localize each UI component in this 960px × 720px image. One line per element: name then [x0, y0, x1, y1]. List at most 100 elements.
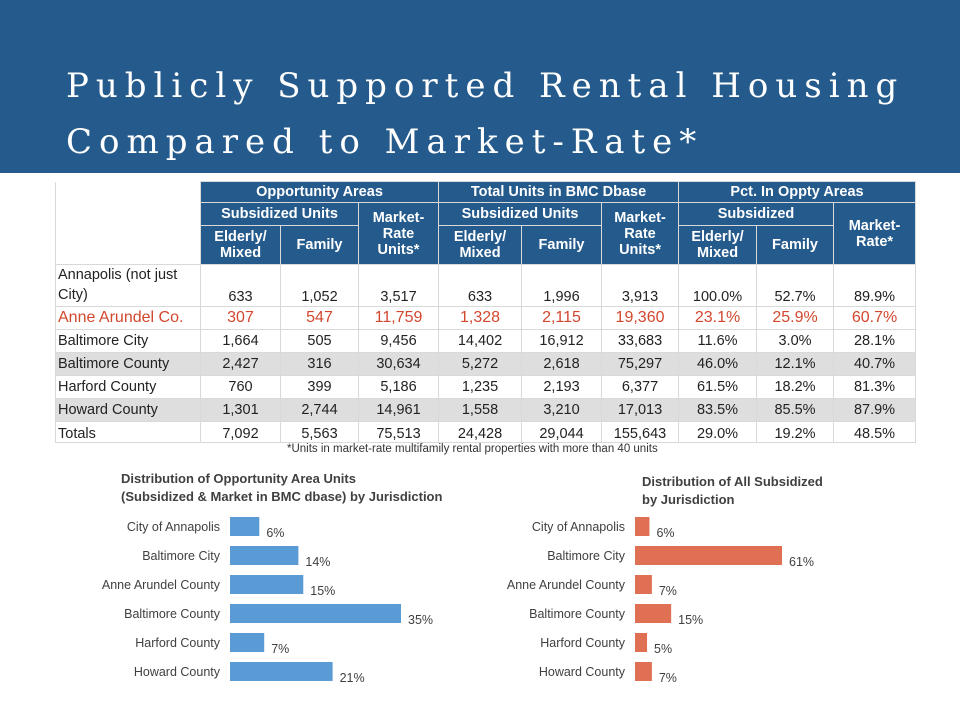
row-label: Baltimore County	[55, 352, 201, 376]
sub-header: Market-Rate*	[833, 202, 917, 265]
bar	[635, 662, 652, 681]
table-cell: 75,297	[601, 352, 680, 376]
leaf-header: Family	[521, 225, 603, 265]
bar	[635, 633, 648, 652]
data-label: 5%	[654, 642, 672, 656]
row-label: Harford County	[55, 375, 201, 399]
table-cell: 1,664	[200, 329, 281, 353]
table-cell: 1,301	[200, 398, 281, 422]
table-cell: 75,513	[357, 421, 440, 443]
table-cell: 89.9%	[833, 264, 917, 307]
data-label: 6%	[266, 526, 284, 540]
bar	[230, 546, 299, 565]
table-cell: 11,759	[357, 306, 440, 330]
bar	[230, 662, 333, 681]
table-cell: 399	[280, 375, 359, 399]
housing-data-table: Opportunity Areas Total Units in BMC Dba…	[55, 181, 917, 443]
row-label: Annapolis (not just City)	[55, 264, 201, 307]
data-label: 14%	[305, 555, 330, 569]
chart-1-title-line-1: Distribution of Opportunity Area Units	[121, 471, 356, 486]
table-cell: 1,558	[438, 398, 523, 422]
chart-1-title: Distribution of Opportunity Area Units (…	[121, 470, 442, 506]
table-cell: 24,428	[438, 421, 523, 443]
category-label: Anne Arundel County	[102, 578, 221, 592]
table-cell: 14,961	[357, 398, 440, 422]
page-title-line-2: Compared to Market-Rate*	[66, 122, 704, 162]
leaf-header: Elderly/ Mixed	[678, 225, 758, 265]
table-cell: 633	[438, 264, 523, 307]
bar	[230, 604, 401, 623]
table-cell: 1,328	[438, 306, 523, 330]
leaf-header: Elderly/ Mixed	[438, 225, 523, 265]
footnote: *Units in market-rate multifamily rental…	[287, 443, 658, 455]
table-cell: 3,913	[601, 264, 680, 307]
table-row: Baltimore County 2,427 316 30,634 5,272 2,618…	[55, 352, 917, 376]
sub-header: Subsidized Units	[200, 202, 359, 226]
category-label: Baltimore County	[124, 607, 221, 621]
table-row: Annapolis (not just City) 633 1,052 3,517 63…	[55, 264, 917, 307]
data-label: 7%	[659, 671, 677, 685]
category-label: Anne Arundel County	[507, 578, 626, 592]
data-label: 21%	[340, 671, 365, 685]
table-cell: 1,996	[521, 264, 603, 307]
data-label: 15%	[678, 613, 703, 627]
table-cell: 155,643	[601, 421, 680, 443]
table-cell: 33,683	[601, 329, 680, 353]
table-cell: 3,210	[521, 398, 603, 422]
table-cell: 30,634	[357, 352, 440, 376]
category-label: Harford County	[135, 636, 221, 650]
leaf-header: Family	[756, 225, 835, 265]
data-label: 7%	[659, 584, 677, 598]
table-cell: 316	[280, 352, 359, 376]
header-group: Pct. In Oppty Areas	[678, 181, 917, 203]
table-cell: 29,044	[521, 421, 603, 443]
table-cell: 1,235	[438, 375, 523, 399]
row-label: Anne Arundel Co.	[55, 306, 201, 330]
table-cell: 5,186	[357, 375, 440, 399]
table-row: Anne Arundel Co. 307 547 11,759 1,328 2,115 19…	[55, 306, 917, 330]
table-corner	[55, 181, 201, 265]
chart-1-title-line-2: (Subsidized & Market in BMC dbase) by Ju…	[121, 489, 443, 504]
leaf-header: Elderly/ Mixed	[200, 225, 281, 265]
table-cell: 547	[280, 306, 359, 330]
chart-2-title-line-1: Distribution of All Subsidized	[642, 474, 823, 489]
table-cell: 48.5%	[833, 421, 917, 443]
table-cell: 2,193	[521, 375, 603, 399]
table-cell: 100.0%	[678, 264, 758, 307]
category-label: Howard County	[539, 665, 626, 679]
table-cell: 28.1%	[833, 329, 917, 353]
table-cell: 61.5%	[678, 375, 758, 399]
table-cell: 25.9%	[756, 306, 835, 330]
table-row: Totals 7,092 5,563 75,513 24,428 29,044 155,64…	[55, 421, 917, 443]
data-label: 35%	[408, 613, 433, 627]
table-cell: 9,456	[357, 329, 440, 353]
chart-2-title-line-2: by Jurisdiction	[642, 492, 735, 507]
table-cell: 85.5%	[756, 398, 835, 422]
table-cell: 760	[200, 375, 281, 399]
table-cell: 19.2%	[756, 421, 835, 443]
data-label: 15%	[310, 584, 335, 598]
table-cell: 2,618	[521, 352, 603, 376]
table-cell: 60.7%	[833, 306, 917, 330]
table-cell: 83.5%	[678, 398, 758, 422]
data-label: 6%	[656, 526, 674, 540]
table-cell: 7,092	[200, 421, 281, 443]
bar	[230, 633, 265, 652]
table-cell: 6,377	[601, 375, 680, 399]
category-label: Harford County	[540, 636, 626, 650]
category-label: Baltimore City	[142, 549, 221, 563]
table-cell: 11.6%	[678, 329, 758, 353]
table-cell: 5,563	[280, 421, 359, 443]
category-label: Baltimore City	[547, 549, 626, 563]
title-banner: Publicly Supported Rental Housing Compar…	[0, 0, 960, 173]
header-group: Opportunity Areas	[199, 181, 440, 203]
table-cell: 2,427	[200, 352, 281, 376]
table-cell: 19,360	[601, 306, 680, 330]
row-label: Baltimore City	[55, 329, 201, 353]
bar	[635, 604, 672, 623]
row-label: Howard County	[55, 398, 201, 422]
table-cell: 81.3%	[833, 375, 917, 399]
all-subsidized-chart: City of Annapolis 6% Baltimore City 61% Anne…	[507, 517, 814, 685]
table-row: Baltimore City 1,664 505 9,456 14,402 16,912 3…	[55, 329, 917, 353]
sub-header: Market-Rate Units*	[357, 202, 440, 265]
